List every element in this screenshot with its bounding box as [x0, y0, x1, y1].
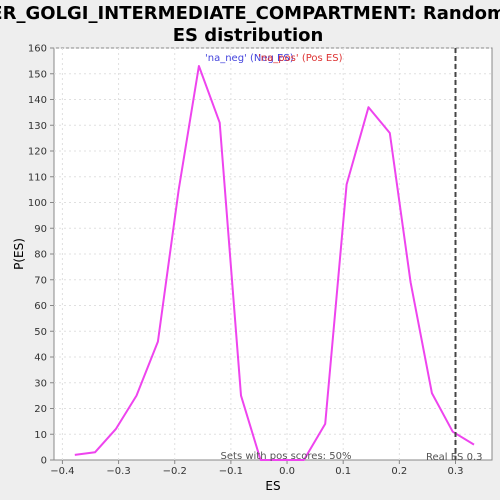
y-tick-label: 60: [34, 301, 47, 312]
y-tick-label: 20: [34, 404, 47, 415]
y-tick-label: 40: [34, 353, 47, 364]
y-axis-label: P(ES): [12, 238, 26, 270]
y-tick-label: 70: [34, 275, 47, 286]
y-tick-label: 110: [28, 172, 47, 183]
x-axis-ticks: −0.4 −0.3 −0.2 −0.1 0.0 0.1 0.2 0.3: [50, 460, 463, 477]
chart-title-line2: ES distribution: [173, 25, 324, 46]
x-tick-label: −0.4: [50, 466, 74, 477]
y-tick-label: 50: [34, 327, 47, 338]
y-tick-label: 30: [34, 378, 47, 389]
y-tick-label: 130: [28, 121, 47, 132]
x-tick-label: 0.3: [448, 466, 464, 477]
y-tick-label: 0: [41, 456, 47, 467]
x-tick-label: −0.3: [106, 466, 130, 477]
y-tick-label: 90: [34, 224, 47, 235]
y-tick-label: 150: [28, 69, 47, 80]
y-tick-label: 120: [28, 147, 47, 158]
y-tick-label: 80: [34, 250, 47, 261]
series-line: [74, 65, 475, 461]
x-tick-label: 0.1: [335, 466, 351, 477]
y-tick-label: 10: [34, 430, 47, 441]
grid-lines: [54, 47, 492, 460]
series-group: [74, 65, 475, 461]
x-tick-label: 0.2: [391, 466, 407, 477]
chart-title-line1: ER_GOLGI_INTERMEDIATE_COMPARTMENT: Rando…: [0, 3, 500, 24]
y-tick-label: 100: [28, 198, 47, 209]
y-axis-ticks: 0 10 20 30 40 50 60 70 80 90 100 110 120 130 140 150 160: [28, 44, 54, 467]
x-tick-label: −0.2: [163, 466, 187, 477]
x-tick-label: 0.0: [279, 466, 295, 477]
y-tick-label: 140: [28, 95, 47, 106]
pos-scores-annotation: Sets with pos scores: 50%: [221, 451, 352, 462]
x-axis-label: ES: [265, 479, 280, 493]
y-tick-label: 160: [28, 44, 47, 55]
x-tick-label: −0.1: [219, 466, 243, 477]
real-es-label: Real ES 0.3: [426, 452, 482, 463]
legend-neg-label: 'na_neg' (Neg ES): [205, 53, 294, 64]
legend-pos-label: 'na_pos' (Pos ES): [258, 53, 343, 64]
